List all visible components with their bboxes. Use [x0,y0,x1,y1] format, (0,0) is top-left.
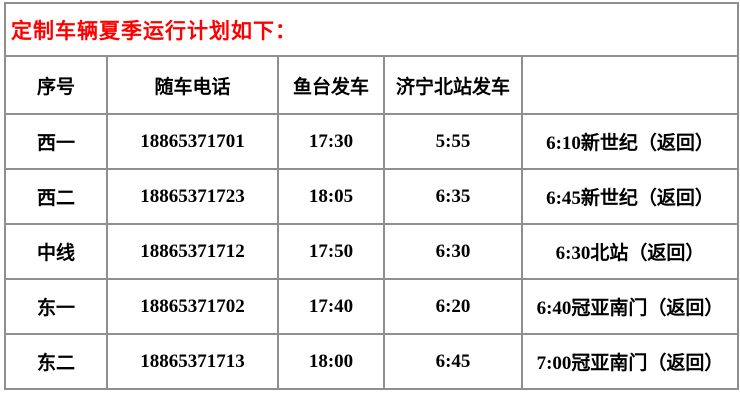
col-header-jiningbei-departure: 济宁北站发车 [383,55,523,115]
table-header-row: 序号 随车电话 鱼台发车 济宁北站发车 [4,55,740,115]
col-header-empty [520,55,740,115]
cell-route-name: 东二 [4,333,108,390]
cell-route-name: 西二 [4,168,108,225]
col-header-phone: 随车电话 [106,55,279,115]
cell-jiningbei-departure: 6:20 [383,278,523,335]
cell-route-name: 西一 [4,113,108,170]
title-row: 定制车辆夏季运行计划如下： [3,2,740,57]
schedule-table: 定制车辆夏季运行计划如下： 序号 随车电话 鱼台发车 济宁北站发车 西一 188… [3,2,740,390]
table-row: 西二 18865371723 18:05 6:35 6:45新世纪（返回） [4,168,740,225]
cell-route-name: 东一 [4,278,108,335]
col-header-yutai-departure: 鱼台发车 [277,55,385,115]
cell-yutai-departure: 18:00 [277,333,385,390]
cell-return-note: 6:45新世纪（返回） [520,168,740,225]
cell-jiningbei-departure: 6:30 [383,223,523,280]
cell-route-name: 中线 [4,223,108,280]
cell-phone: 18865371723 [106,168,279,225]
cell-phone: 18865371701 [106,113,279,170]
cell-return-note: 6:10新世纪（返回） [520,113,740,170]
cell-yutai-departure: 17:30 [277,113,385,170]
table-row: 东一 18865371702 17:40 6:20 6:40冠亚南门（返回） [4,278,740,335]
cell-return-note: 7:00冠亚南门（返回） [520,333,740,390]
table-row: 中线 18865371712 17:50 6:30 6:30北站（返回） [4,223,740,280]
cell-yutai-departure: 18:05 [277,168,385,225]
cell-jiningbei-departure: 6:35 [383,168,523,225]
cell-phone: 18865371713 [106,333,279,390]
table-row: 东二 18865371713 18:00 6:45 7:00冠亚南门（返回） [4,333,740,390]
cell-jiningbei-departure: 5:55 [383,113,523,170]
cell-return-note: 6:40冠亚南门（返回） [520,278,740,335]
cell-return-note: 6:30北站（返回） [520,223,740,280]
cell-yutai-departure: 17:50 [277,223,385,280]
cell-jiningbei-departure: 6:45 [383,333,523,390]
cell-phone: 18865371702 [106,278,279,335]
table-row: 西一 18865371701 17:30 5:55 6:10新世纪（返回） [4,113,740,170]
col-header-seq: 序号 [4,55,108,115]
document-title: 定制车辆夏季运行计划如下： [3,2,740,57]
cell-phone: 18865371712 [106,223,279,280]
cell-yutai-departure: 17:40 [277,278,385,335]
